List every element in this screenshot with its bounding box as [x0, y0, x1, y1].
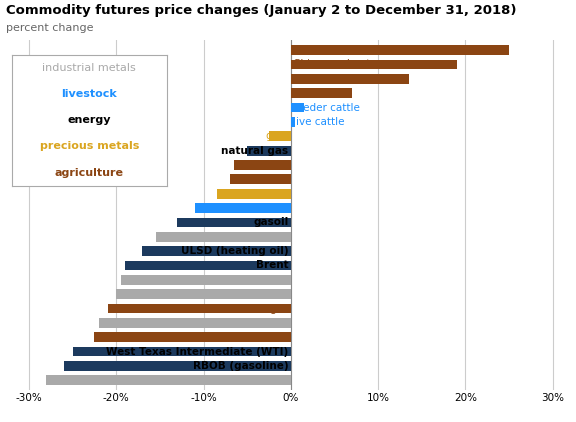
Bar: [291, 60, 457, 69]
Bar: [291, 74, 409, 84]
Text: aluminum: aluminum: [236, 275, 288, 285]
Bar: [247, 146, 291, 155]
Text: feeder cattle: feeder cattle: [294, 103, 361, 113]
Text: Chicago wheat: Chicago wheat: [294, 60, 371, 70]
Bar: [291, 103, 304, 112]
Bar: [156, 232, 291, 242]
Text: cotton: cotton: [255, 160, 288, 170]
Text: lean hogs: lean hogs: [237, 203, 288, 213]
Text: natural gas: natural gas: [221, 146, 288, 156]
Text: agriculture: agriculture: [55, 168, 124, 178]
Text: gasoil: gasoil: [253, 217, 288, 227]
Bar: [142, 246, 291, 256]
Bar: [291, 117, 295, 127]
Bar: [291, 45, 509, 55]
Text: lead: lead: [266, 318, 288, 328]
Text: coffee: coffee: [256, 332, 288, 342]
Text: Brent: Brent: [256, 260, 288, 271]
Text: energy: energy: [67, 115, 111, 125]
Text: zinc: zinc: [267, 375, 288, 385]
Bar: [47, 376, 291, 385]
Bar: [64, 361, 291, 371]
Bar: [120, 275, 291, 285]
Text: gold: gold: [266, 131, 288, 141]
Text: precious metals: precious metals: [40, 141, 139, 151]
Bar: [116, 289, 291, 299]
Text: silver: silver: [260, 189, 288, 199]
Text: soybean: soybean: [244, 174, 288, 184]
Text: corn: corn: [294, 88, 316, 98]
Bar: [269, 131, 291, 141]
Bar: [73, 347, 291, 357]
Bar: [125, 260, 291, 271]
Bar: [230, 174, 291, 184]
Bar: [99, 318, 291, 328]
Bar: [234, 160, 291, 170]
Text: West Texas Intermediate (WTI): West Texas Intermediate (WTI): [106, 346, 288, 357]
Text: copper: copper: [252, 289, 288, 299]
Text: percent change: percent change: [6, 23, 93, 33]
Bar: [217, 189, 291, 199]
Bar: [94, 333, 291, 342]
Text: industrial metals: industrial metals: [43, 63, 136, 73]
Text: nickel: nickel: [258, 232, 288, 242]
Text: sugar: sugar: [259, 303, 288, 314]
Bar: [177, 217, 291, 227]
Text: Commodity futures price changes (January 2 to December 31, 2018): Commodity futures price changes (January…: [6, 4, 516, 17]
Bar: [291, 88, 352, 98]
Text: cocoa: cocoa: [294, 45, 324, 55]
Text: RBOB (gasoline): RBOB (gasoline): [192, 361, 288, 371]
Text: Kansas wheat: Kansas wheat: [294, 74, 366, 84]
Bar: [108, 304, 291, 314]
Text: livestock: livestock: [62, 89, 117, 99]
Text: live cattle: live cattle: [294, 117, 345, 127]
Text: ULSD (heating oil): ULSD (heating oil): [181, 246, 288, 256]
Bar: [195, 203, 291, 213]
